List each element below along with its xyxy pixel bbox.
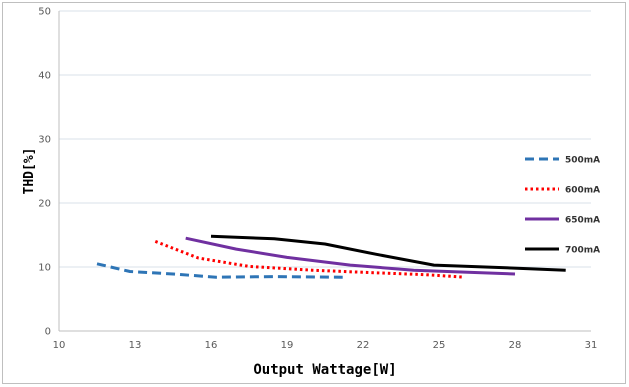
- y-tick-label: 50: [38, 7, 51, 18]
- y-tick-label: 0: [45, 327, 51, 338]
- x-tick-label: 28: [509, 340, 522, 351]
- x-tick-label: 31: [585, 340, 598, 351]
- y-axis-title: THD[%]: [22, 148, 37, 195]
- legend-label-650mA: 650mA: [565, 216, 600, 226]
- y-tick-label: 40: [38, 71, 51, 82]
- y-tick-label: 10: [38, 263, 51, 274]
- series-line-700mA: [210, 234, 566, 272]
- y-tick-label: 30: [38, 135, 51, 146]
- legend-label-700mA: 700mA: [565, 246, 600, 256]
- x-tick-label: 10: [53, 340, 66, 351]
- series-line-650mA: [185, 236, 516, 276]
- y-tick-label: 20: [38, 199, 51, 210]
- series-line-500mA: [96, 262, 343, 279]
- x-tick-label: 19: [281, 340, 294, 351]
- x-tick-label: 25: [433, 340, 446, 351]
- series-line-600mA: [154, 240, 465, 279]
- x-tick-label: 13: [129, 340, 142, 351]
- legend-label-600mA: 600mA: [565, 186, 600, 196]
- legend-label-500mA: 500mA: [565, 156, 600, 166]
- x-tick-label: 22: [357, 340, 370, 351]
- x-tick-label: 16: [205, 340, 218, 351]
- chart-frame: 0 10 20 30 40 50 10 13 16 19 22 25 28 31 Output Wattag…: [2, 2, 626, 384]
- x-axis-title: Output Wattage[W]: [253, 362, 396, 378]
